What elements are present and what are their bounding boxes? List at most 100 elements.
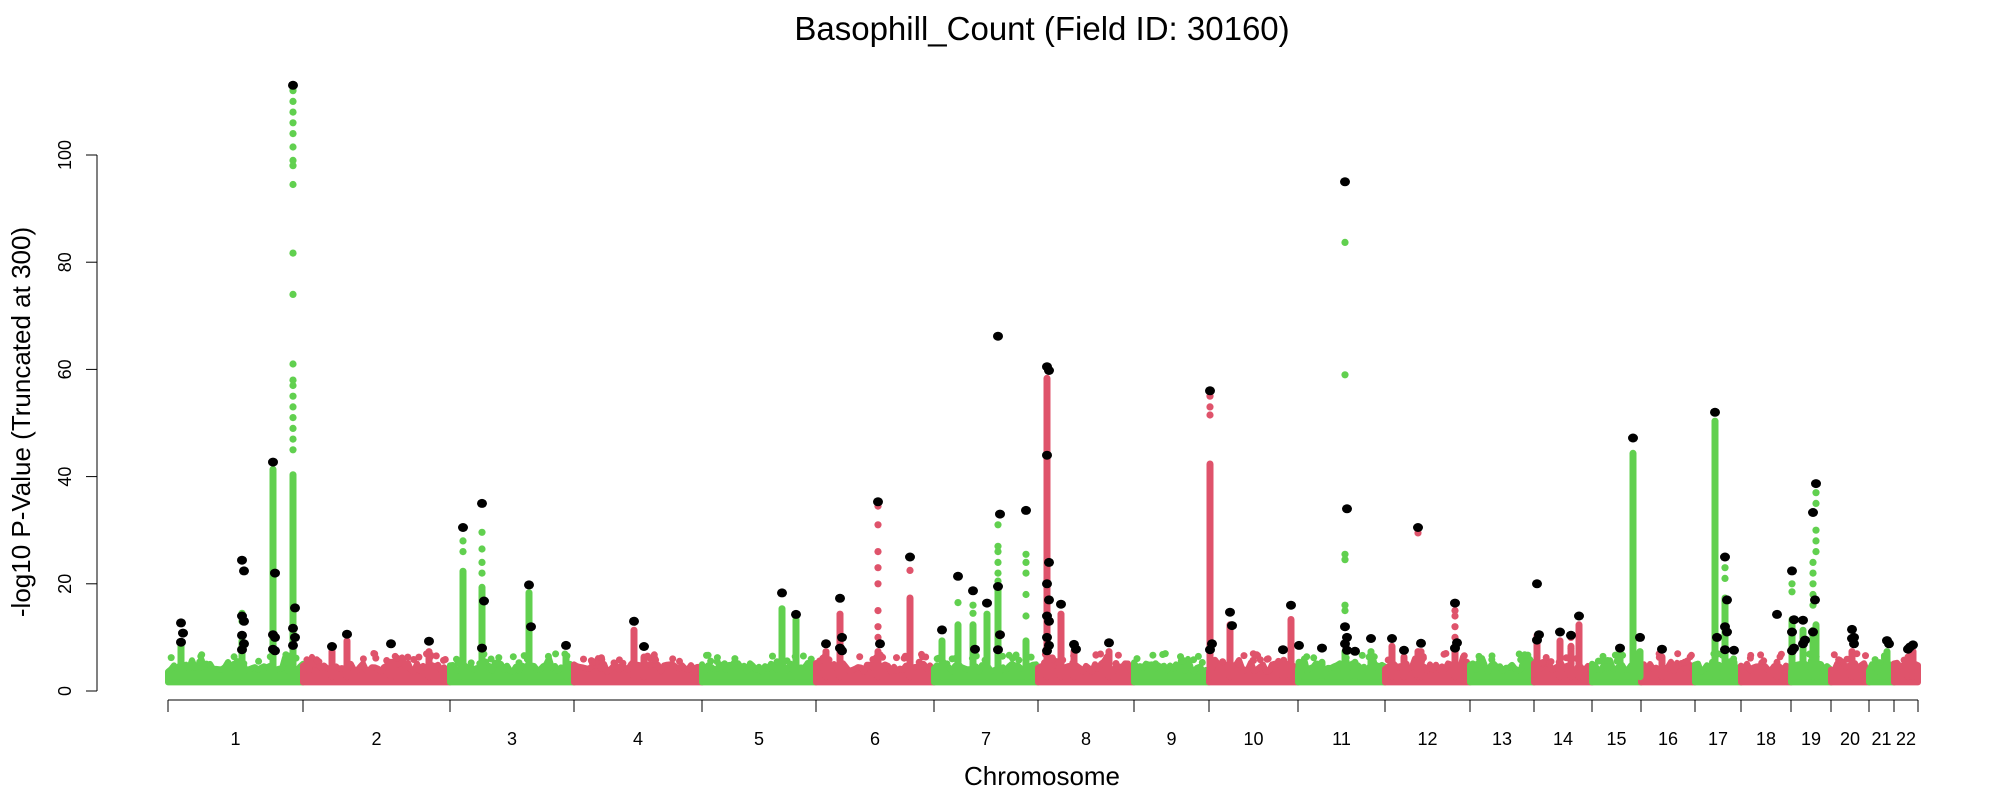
lead-variant-point xyxy=(873,497,883,507)
lead-variant-point xyxy=(1317,643,1327,653)
lead-variant-point xyxy=(1044,366,1054,375)
data-point xyxy=(1341,550,1349,558)
peak-column xyxy=(1318,658,1326,681)
x-tick-label: 3 xyxy=(507,729,517,749)
data-point xyxy=(410,656,418,663)
lead-variant-point xyxy=(1657,644,1667,654)
lead-variant-point xyxy=(993,582,1003,591)
lead-variant-point xyxy=(290,603,300,613)
data-point xyxy=(1240,652,1248,660)
data-point xyxy=(1674,650,1682,658)
data-point xyxy=(415,653,423,661)
lead-variant-point xyxy=(178,628,188,638)
y-tick-label: 60 xyxy=(55,359,75,379)
data-point xyxy=(1022,558,1030,567)
lead-variant-point xyxy=(1450,598,1460,608)
data-point xyxy=(289,249,297,257)
data-point xyxy=(1022,612,1030,620)
lead-variant-point xyxy=(1071,644,1081,654)
data-point xyxy=(900,654,908,662)
lead-variant-point xyxy=(1615,643,1625,653)
peak-column xyxy=(1400,653,1408,681)
data-point xyxy=(1234,660,1242,668)
data-point xyxy=(289,290,297,298)
data-point xyxy=(597,654,605,662)
peak-column xyxy=(630,626,638,681)
data-point xyxy=(707,657,715,665)
peak-column xyxy=(1883,648,1891,681)
peak-column xyxy=(1206,460,1214,681)
lead-variant-point xyxy=(982,598,992,608)
y-tick-label: 0 xyxy=(55,686,75,696)
lead-variant-point xyxy=(342,629,352,639)
lead-variant-point xyxy=(1884,639,1894,649)
lead-variant-point xyxy=(1387,634,1397,643)
data-point xyxy=(713,654,721,662)
peak-column xyxy=(954,621,962,681)
data-point xyxy=(283,658,291,666)
peak-column xyxy=(778,605,786,681)
lead-variant-point xyxy=(791,609,801,619)
data-point xyxy=(230,660,238,668)
data-point xyxy=(969,601,977,609)
data-point xyxy=(544,652,552,660)
lead-variant-point xyxy=(1532,635,1542,645)
lead-variant-point xyxy=(1787,566,1797,576)
x-tick-label: 19 xyxy=(1801,729,1821,749)
data-point xyxy=(1521,651,1529,659)
chromosome-band xyxy=(699,660,819,686)
x-tick-label: 22 xyxy=(1896,729,1916,749)
lead-variant-point xyxy=(1286,600,1296,610)
lead-variant-point xyxy=(937,625,947,635)
data-point xyxy=(1835,656,1843,664)
lead-variant-point xyxy=(1566,630,1576,640)
data-point xyxy=(289,414,297,422)
lead-variant-point xyxy=(905,552,915,562)
peak-column xyxy=(1848,648,1856,681)
lead-variant-point xyxy=(1908,640,1918,650)
lead-variant-point xyxy=(239,566,249,576)
data-point xyxy=(459,537,467,545)
lead-variant-point xyxy=(176,618,186,628)
peak-column xyxy=(938,637,946,681)
data-point xyxy=(1604,657,1612,664)
peak-column xyxy=(1417,648,1425,681)
data-point xyxy=(509,653,517,661)
lead-variant-point xyxy=(1399,645,1409,655)
data-point xyxy=(874,633,882,642)
data-point xyxy=(1862,652,1869,660)
x-tick-label: 1 xyxy=(230,729,240,749)
data-point xyxy=(769,652,776,660)
data-point xyxy=(303,656,311,664)
data-point xyxy=(552,650,560,658)
y-axis: 0 20 40 60 80 100 xyxy=(55,140,98,696)
x-tick-label: 18 xyxy=(1756,729,1776,749)
x-tick-label: 13 xyxy=(1492,729,1512,749)
data-point xyxy=(1198,659,1206,666)
peak-column xyxy=(1226,621,1234,681)
lead-variant-point xyxy=(1772,609,1782,619)
data-point xyxy=(1310,654,1318,662)
data-point xyxy=(1149,651,1157,659)
data-point xyxy=(994,558,1002,567)
data-point xyxy=(289,435,297,443)
data-point xyxy=(255,657,263,665)
peak-column xyxy=(328,648,336,681)
data-point xyxy=(230,653,238,661)
x-tick-label: 8 xyxy=(1081,729,1091,749)
peak-column xyxy=(1636,648,1644,681)
data-point xyxy=(1112,660,1120,667)
data-point xyxy=(1022,569,1030,577)
lead-variant-point xyxy=(837,646,847,656)
lead-variant-point xyxy=(1042,450,1052,460)
data-point xyxy=(1159,651,1167,658)
data-point xyxy=(196,658,204,666)
data-point xyxy=(918,650,925,658)
lead-variant-point xyxy=(290,632,300,642)
data-point xyxy=(1812,537,1820,545)
lead-variant-point xyxy=(1416,638,1426,648)
y-tick-label: 20 xyxy=(55,574,75,594)
data-point xyxy=(1442,650,1450,657)
lead-variant-point xyxy=(1789,615,1799,625)
data-point xyxy=(289,108,297,116)
